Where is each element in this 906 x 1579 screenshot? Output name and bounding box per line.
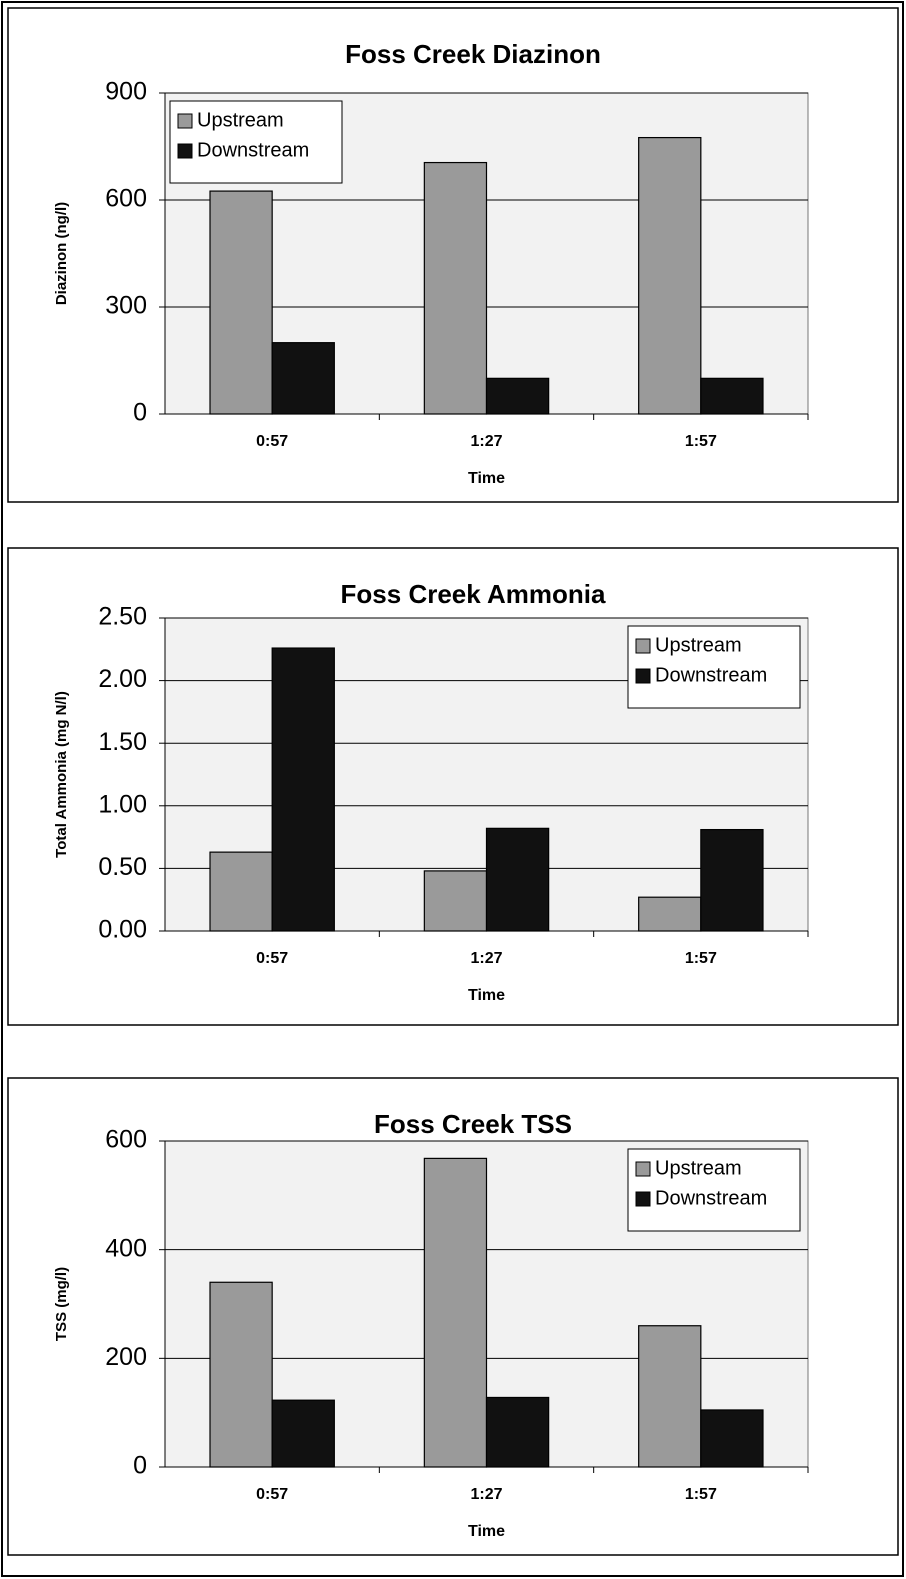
x-tick-label: 1:27 bbox=[470, 950, 502, 967]
y-tick-label: 600 bbox=[105, 1126, 147, 1154]
y-tick-label: 300 bbox=[105, 292, 147, 320]
legend-label: Downstream bbox=[655, 1187, 767, 1209]
y-tick-label: 600 bbox=[105, 185, 147, 213]
bar bbox=[485, 1396, 550, 1468]
bar bbox=[209, 190, 273, 415]
bar bbox=[638, 896, 702, 932]
y-tick-label: 0.00 bbox=[98, 916, 147, 944]
x-axis-label: Time bbox=[468, 987, 505, 1004]
y-axis-label: Total Ammonia (mg N/l) bbox=[53, 691, 70, 858]
x-axis-label: Time bbox=[468, 1523, 505, 1540]
bar bbox=[271, 342, 335, 415]
x-tick-label: 0:57 bbox=[256, 433, 288, 450]
bar bbox=[485, 827, 550, 932]
bar bbox=[271, 647, 335, 932]
legend-label: Downstream bbox=[655, 664, 767, 686]
bar bbox=[700, 828, 764, 932]
x-tick-label: 1:57 bbox=[685, 433, 717, 450]
legend-label: Upstream bbox=[655, 1157, 742, 1179]
y-tick-label: 2.00 bbox=[98, 665, 147, 693]
legend-swatch bbox=[635, 638, 651, 654]
y-tick-label: 0 bbox=[133, 399, 147, 427]
y-tick-label: 900 bbox=[105, 78, 147, 106]
x-tick-label: 0:57 bbox=[256, 1486, 288, 1503]
y-tick-label: 2.50 bbox=[98, 603, 147, 631]
legend-label: Upstream bbox=[197, 109, 284, 131]
bar bbox=[638, 136, 702, 415]
legend-box bbox=[627, 625, 801, 709]
legend-label: Upstream bbox=[655, 634, 742, 656]
y-tick-label: 400 bbox=[105, 1234, 147, 1262]
bar bbox=[700, 1409, 764, 1468]
legend-swatch bbox=[177, 113, 193, 129]
bar bbox=[423, 1157, 488, 1468]
y-tick-label: 1.50 bbox=[98, 728, 147, 756]
y-tick-label: 0 bbox=[133, 1452, 147, 1480]
legend-box bbox=[627, 1148, 801, 1232]
legend-swatch bbox=[635, 1161, 651, 1177]
chart-title: Foss Creek TSS bbox=[374, 1109, 572, 1139]
y-axis-label: Diazinon (ng/l) bbox=[53, 202, 70, 305]
bar bbox=[209, 851, 273, 932]
bar bbox=[423, 870, 488, 932]
bar bbox=[423, 161, 488, 415]
x-tick-label: 1:27 bbox=[470, 433, 502, 450]
legend-swatch bbox=[635, 668, 651, 684]
legend-box bbox=[169, 100, 343, 184]
x-tick-label: 0:57 bbox=[256, 950, 288, 967]
x-tick-label: 1:27 bbox=[470, 1486, 502, 1503]
x-tick-label: 1:57 bbox=[685, 950, 717, 967]
x-tick-label: 1:57 bbox=[685, 1486, 717, 1503]
bar bbox=[700, 377, 764, 415]
legend-label: Downstream bbox=[197, 139, 309, 161]
legend-swatch bbox=[635, 1191, 651, 1207]
bar bbox=[485, 377, 550, 415]
bar bbox=[638, 1325, 702, 1468]
y-tick-label: 1.00 bbox=[98, 790, 147, 818]
x-axis-label: Time bbox=[468, 470, 505, 487]
legend-swatch bbox=[177, 143, 193, 159]
bar bbox=[271, 1399, 335, 1468]
chart-title: Foss Creek Ammonia bbox=[341, 579, 606, 609]
bar bbox=[209, 1281, 273, 1468]
chart-title: Foss Creek Diazinon bbox=[345, 39, 601, 69]
y-tick-label: 0.50 bbox=[98, 853, 147, 881]
y-tick-label: 200 bbox=[105, 1343, 147, 1371]
y-axis-label: TSS (mg/l) bbox=[53, 1267, 70, 1341]
